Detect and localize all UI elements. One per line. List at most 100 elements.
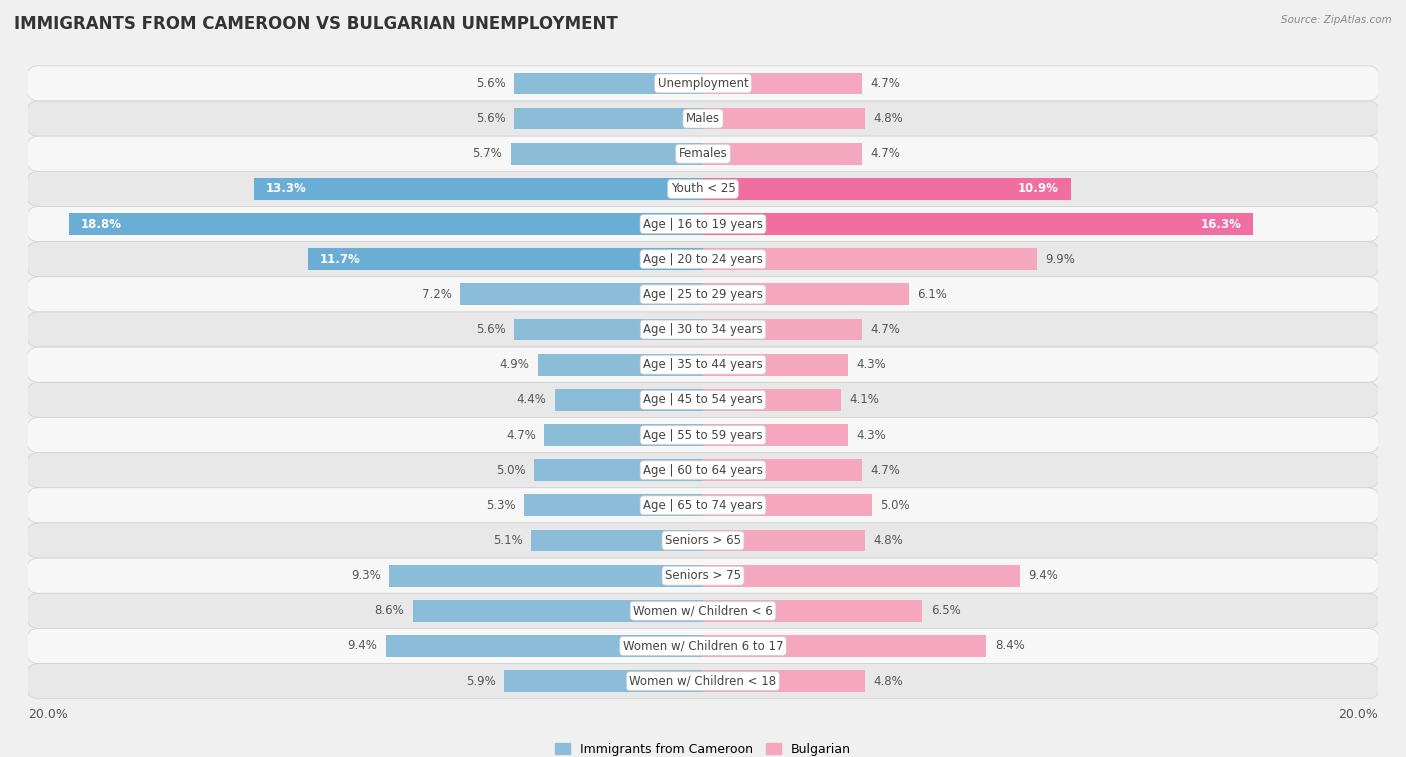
Text: Women w/ Children < 18: Women w/ Children < 18 bbox=[630, 674, 776, 687]
Bar bbox=[703, 459, 862, 481]
Text: 4.3%: 4.3% bbox=[856, 358, 886, 371]
Bar bbox=[308, 248, 703, 270]
Bar bbox=[703, 600, 922, 621]
Text: 8.4%: 8.4% bbox=[995, 640, 1025, 653]
Text: 6.5%: 6.5% bbox=[931, 604, 960, 617]
Text: 10.9%: 10.9% bbox=[1018, 182, 1059, 195]
FancyBboxPatch shape bbox=[27, 417, 1379, 453]
Text: 5.7%: 5.7% bbox=[472, 148, 502, 160]
Text: 4.4%: 4.4% bbox=[516, 394, 546, 407]
FancyBboxPatch shape bbox=[27, 277, 1379, 312]
Legend: Immigrants from Cameroon, Bulgarian: Immigrants from Cameroon, Bulgarian bbox=[555, 743, 851, 755]
Text: 9.3%: 9.3% bbox=[352, 569, 381, 582]
Text: 5.9%: 5.9% bbox=[465, 674, 495, 687]
FancyBboxPatch shape bbox=[27, 101, 1379, 136]
Bar bbox=[524, 494, 703, 516]
Bar bbox=[534, 459, 703, 481]
Text: IMMIGRANTS FROM CAMEROON VS BULGARIAN UNEMPLOYMENT: IMMIGRANTS FROM CAMEROON VS BULGARIAN UN… bbox=[14, 15, 617, 33]
FancyBboxPatch shape bbox=[27, 171, 1379, 207]
Text: 4.8%: 4.8% bbox=[873, 674, 903, 687]
FancyBboxPatch shape bbox=[27, 312, 1379, 347]
Bar bbox=[460, 283, 703, 305]
Text: Age | 25 to 29 years: Age | 25 to 29 years bbox=[643, 288, 763, 301]
Text: 11.7%: 11.7% bbox=[321, 253, 361, 266]
Text: 7.2%: 7.2% bbox=[422, 288, 451, 301]
Bar bbox=[703, 178, 1071, 200]
Text: 9.4%: 9.4% bbox=[347, 640, 377, 653]
FancyBboxPatch shape bbox=[27, 593, 1379, 628]
Bar bbox=[703, 213, 1253, 235]
Bar bbox=[703, 283, 908, 305]
Text: Age | 60 to 64 years: Age | 60 to 64 years bbox=[643, 464, 763, 477]
Text: 6.1%: 6.1% bbox=[917, 288, 948, 301]
Text: 5.6%: 5.6% bbox=[475, 323, 506, 336]
Bar bbox=[531, 530, 703, 551]
Text: 8.6%: 8.6% bbox=[374, 604, 405, 617]
Bar bbox=[503, 670, 703, 692]
Text: Age | 30 to 34 years: Age | 30 to 34 years bbox=[643, 323, 763, 336]
FancyBboxPatch shape bbox=[27, 207, 1379, 241]
Bar bbox=[703, 494, 872, 516]
Text: 5.6%: 5.6% bbox=[475, 77, 506, 90]
Text: 5.1%: 5.1% bbox=[492, 534, 523, 547]
Text: Seniors > 75: Seniors > 75 bbox=[665, 569, 741, 582]
Bar bbox=[537, 354, 703, 375]
Text: 4.8%: 4.8% bbox=[873, 534, 903, 547]
Text: 16.3%: 16.3% bbox=[1201, 217, 1241, 231]
Text: 4.7%: 4.7% bbox=[870, 77, 900, 90]
Text: 5.6%: 5.6% bbox=[475, 112, 506, 125]
Text: Age | 45 to 54 years: Age | 45 to 54 years bbox=[643, 394, 763, 407]
Bar bbox=[544, 424, 703, 446]
Text: Age | 16 to 19 years: Age | 16 to 19 years bbox=[643, 217, 763, 231]
Text: 20.0%: 20.0% bbox=[1339, 708, 1378, 721]
Bar bbox=[385, 635, 703, 657]
Text: Unemployment: Unemployment bbox=[658, 77, 748, 90]
Text: Women w/ Children < 6: Women w/ Children < 6 bbox=[633, 604, 773, 617]
Bar bbox=[703, 635, 987, 657]
Bar bbox=[703, 424, 848, 446]
Text: 9.4%: 9.4% bbox=[1029, 569, 1059, 582]
Bar bbox=[515, 73, 703, 95]
Text: 20.0%: 20.0% bbox=[28, 708, 67, 721]
Text: 4.9%: 4.9% bbox=[499, 358, 529, 371]
Text: Age | 20 to 24 years: Age | 20 to 24 years bbox=[643, 253, 763, 266]
Bar bbox=[703, 670, 865, 692]
Text: Females: Females bbox=[679, 148, 727, 160]
Text: 5.3%: 5.3% bbox=[486, 499, 516, 512]
Bar bbox=[703, 143, 862, 164]
FancyBboxPatch shape bbox=[27, 558, 1379, 593]
Bar bbox=[389, 565, 703, 587]
Bar bbox=[703, 248, 1038, 270]
Bar bbox=[703, 530, 865, 551]
Bar bbox=[703, 389, 841, 411]
Bar bbox=[515, 319, 703, 341]
Text: 4.3%: 4.3% bbox=[856, 428, 886, 441]
Bar bbox=[515, 107, 703, 129]
Bar bbox=[69, 213, 703, 235]
FancyBboxPatch shape bbox=[27, 347, 1379, 382]
Text: 9.9%: 9.9% bbox=[1046, 253, 1076, 266]
Text: Age | 35 to 44 years: Age | 35 to 44 years bbox=[643, 358, 763, 371]
Text: 4.7%: 4.7% bbox=[870, 148, 900, 160]
Bar bbox=[254, 178, 703, 200]
Bar bbox=[703, 354, 848, 375]
FancyBboxPatch shape bbox=[27, 453, 1379, 488]
Text: 4.8%: 4.8% bbox=[873, 112, 903, 125]
Text: 4.7%: 4.7% bbox=[506, 428, 536, 441]
FancyBboxPatch shape bbox=[27, 664, 1379, 699]
Text: Seniors > 65: Seniors > 65 bbox=[665, 534, 741, 547]
FancyBboxPatch shape bbox=[27, 136, 1379, 171]
FancyBboxPatch shape bbox=[27, 241, 1379, 277]
Bar bbox=[413, 600, 703, 621]
Text: 4.7%: 4.7% bbox=[870, 323, 900, 336]
Text: 4.7%: 4.7% bbox=[870, 464, 900, 477]
Text: Source: ZipAtlas.com: Source: ZipAtlas.com bbox=[1281, 15, 1392, 25]
FancyBboxPatch shape bbox=[27, 628, 1379, 664]
Text: 18.8%: 18.8% bbox=[80, 217, 121, 231]
Text: Age | 65 to 74 years: Age | 65 to 74 years bbox=[643, 499, 763, 512]
Text: Youth < 25: Youth < 25 bbox=[671, 182, 735, 195]
FancyBboxPatch shape bbox=[27, 382, 1379, 417]
Bar bbox=[510, 143, 703, 164]
Text: 4.1%: 4.1% bbox=[849, 394, 880, 407]
FancyBboxPatch shape bbox=[27, 66, 1379, 101]
